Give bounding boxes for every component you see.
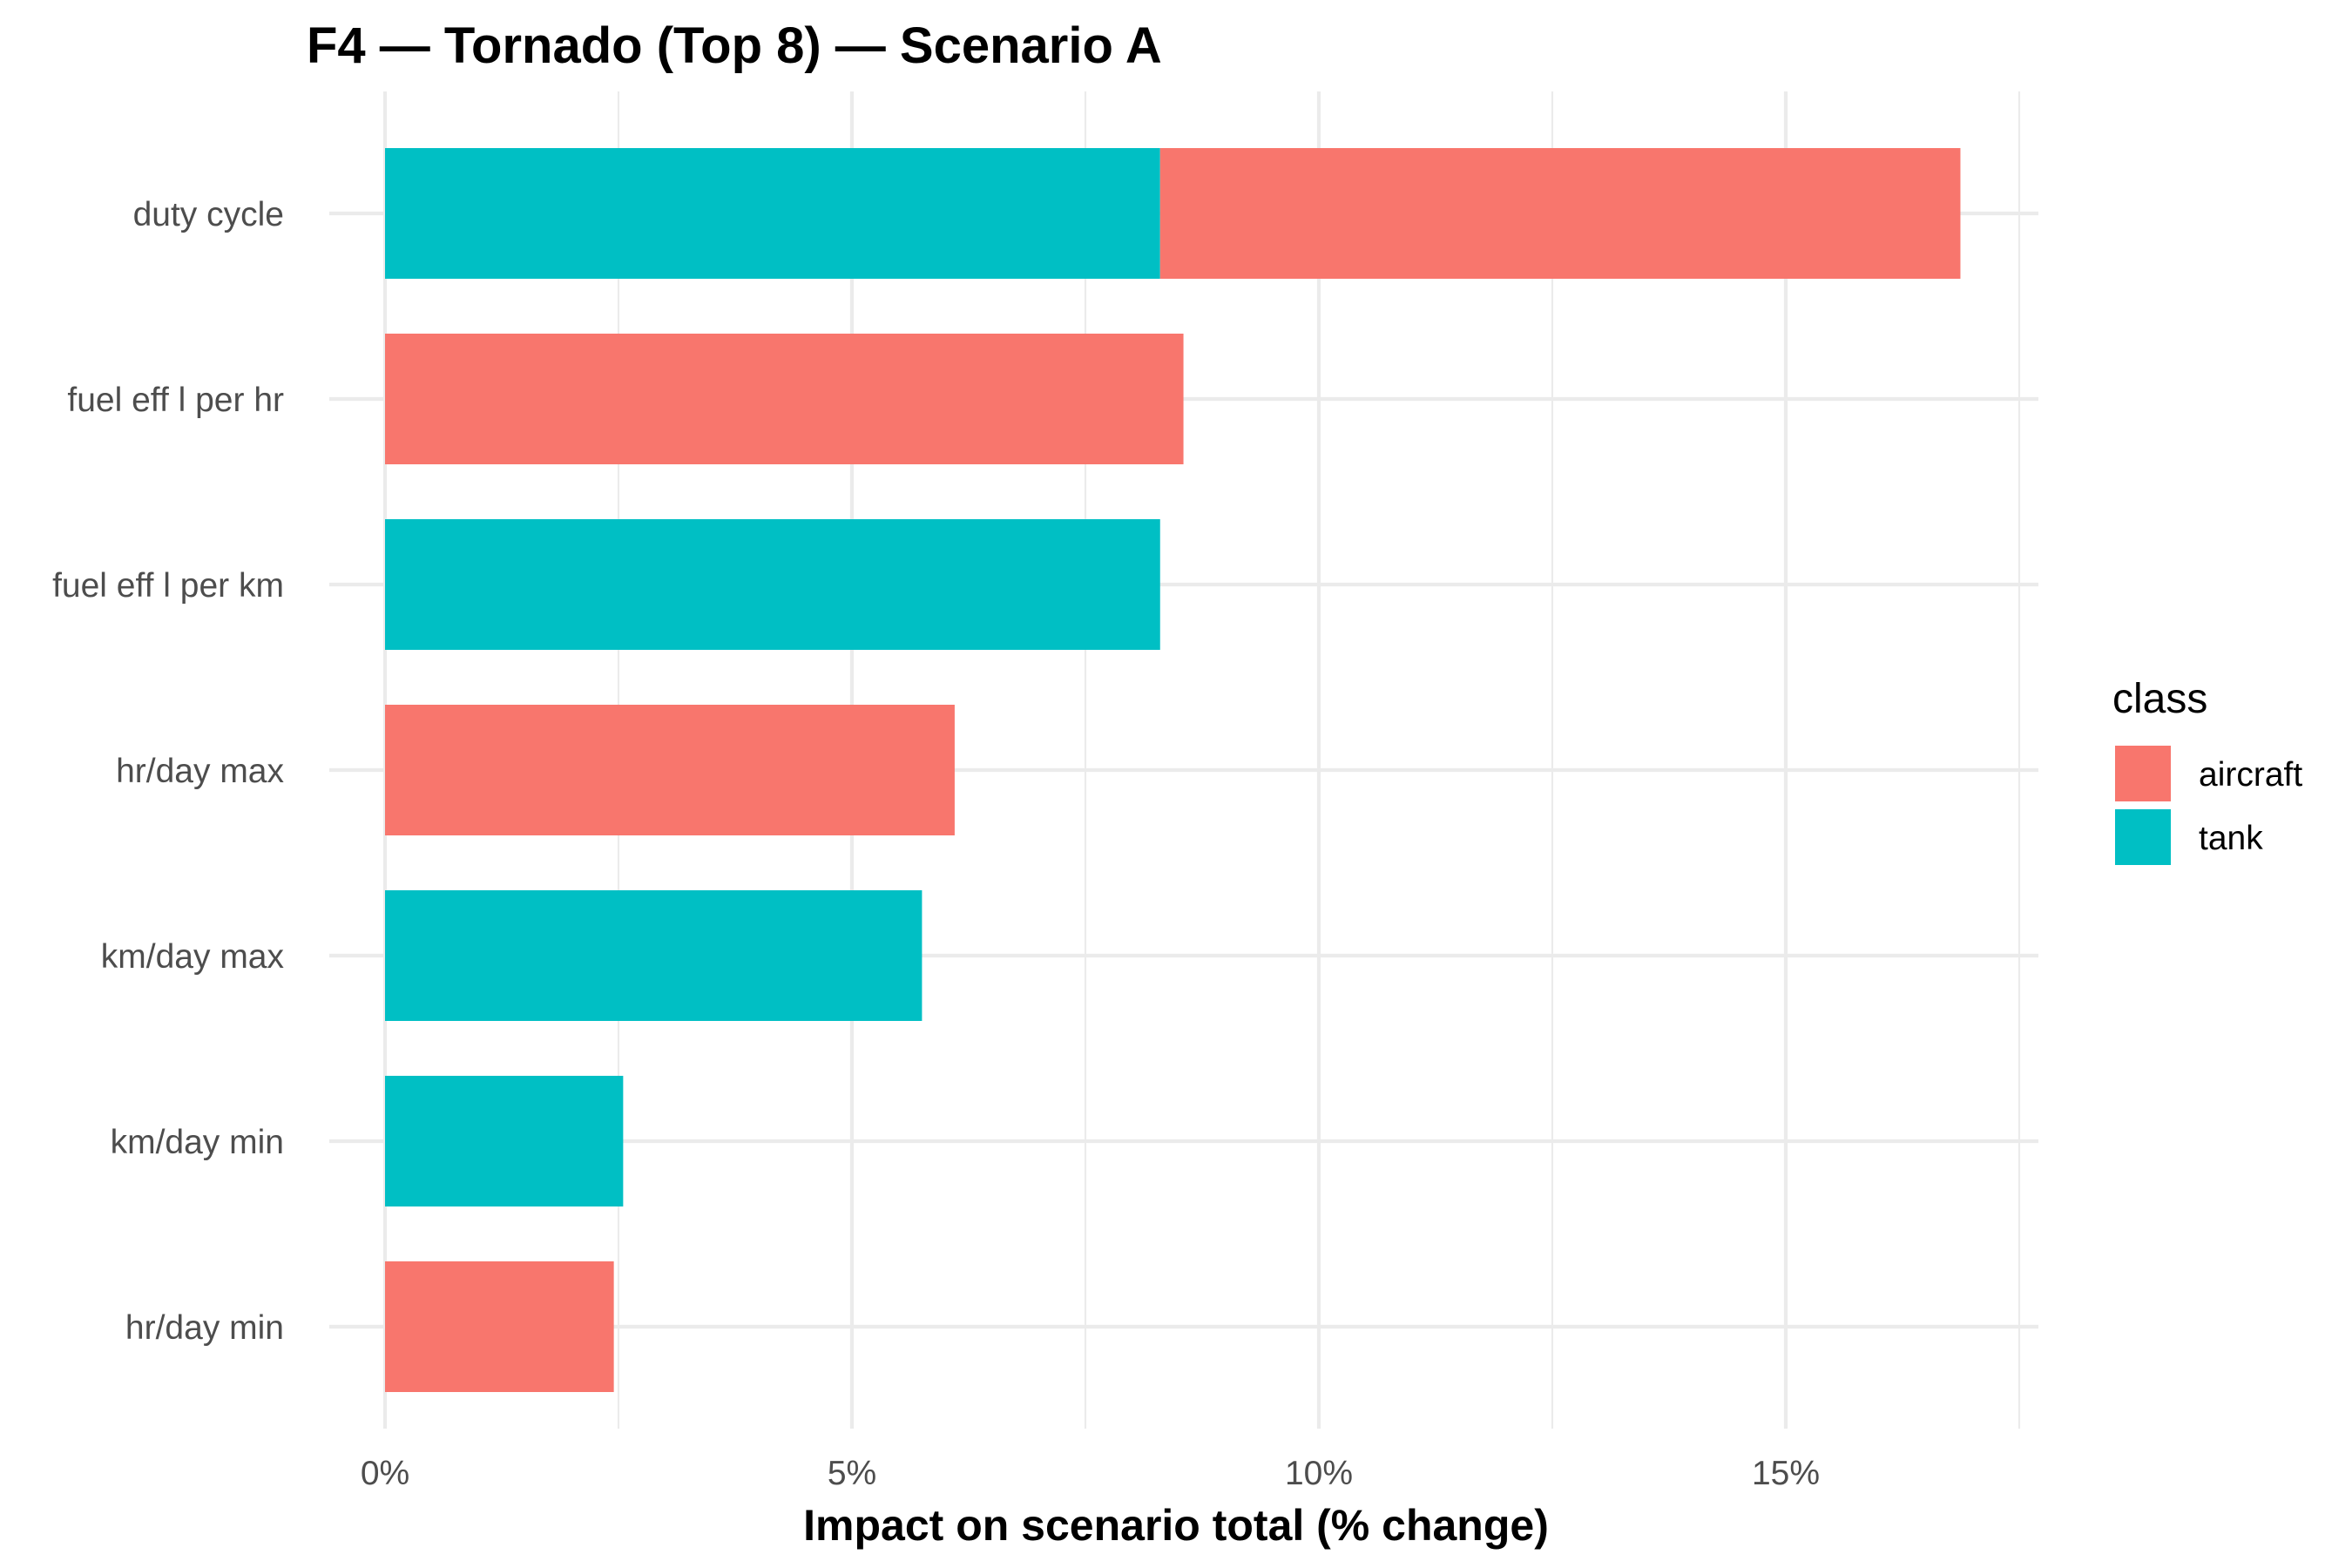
category-label: hr/day min bbox=[125, 1309, 284, 1347]
category-label: fuel eff l per hr bbox=[67, 382, 284, 419]
chart-title: F4 — Tornado (Top 8) — Scenario A bbox=[307, 17, 1162, 74]
category-label: fuel eff l per km bbox=[52, 567, 284, 605]
bar-tank bbox=[385, 148, 1160, 279]
x-axis-title: Impact on scenario total (% change) bbox=[803, 1501, 1549, 1550]
bar-tank bbox=[385, 519, 1160, 650]
category-label: hr/day max bbox=[116, 753, 284, 790]
bar-tank bbox=[385, 890, 923, 1021]
bar-aircraft bbox=[385, 1261, 614, 1392]
bar-tank bbox=[385, 1076, 624, 1206]
bars bbox=[385, 148, 1961, 1392]
legend-title: class bbox=[2112, 676, 2207, 722]
bar-aircraft bbox=[1159, 148, 1961, 279]
x-tick-label: 5% bbox=[828, 1455, 876, 1492]
category-label: km/day min bbox=[111, 1124, 284, 1161]
x-tick-label: 0% bbox=[361, 1455, 409, 1492]
legend-label: tank bbox=[2199, 820, 2263, 857]
legend-label: aircraft bbox=[2199, 756, 2302, 794]
x-tick-labels: 0% 5% 10% 15% bbox=[361, 1455, 1820, 1492]
x-tick-label: 10% bbox=[1285, 1455, 1353, 1492]
legend-swatch bbox=[2115, 746, 2171, 801]
bar-aircraft bbox=[385, 705, 955, 835]
legend: class aircraft tank bbox=[2112, 676, 2302, 865]
legend-swatch bbox=[2115, 809, 2171, 865]
category-labels: duty cycle fuel eff l per hr fuel eff l pe… bbox=[52, 196, 284, 1347]
x-tick-label: 15% bbox=[1752, 1455, 1820, 1492]
category-label: km/day max bbox=[101, 938, 285, 976]
category-label: duty cycle bbox=[133, 196, 284, 233]
bar-aircraft bbox=[385, 334, 1184, 464]
